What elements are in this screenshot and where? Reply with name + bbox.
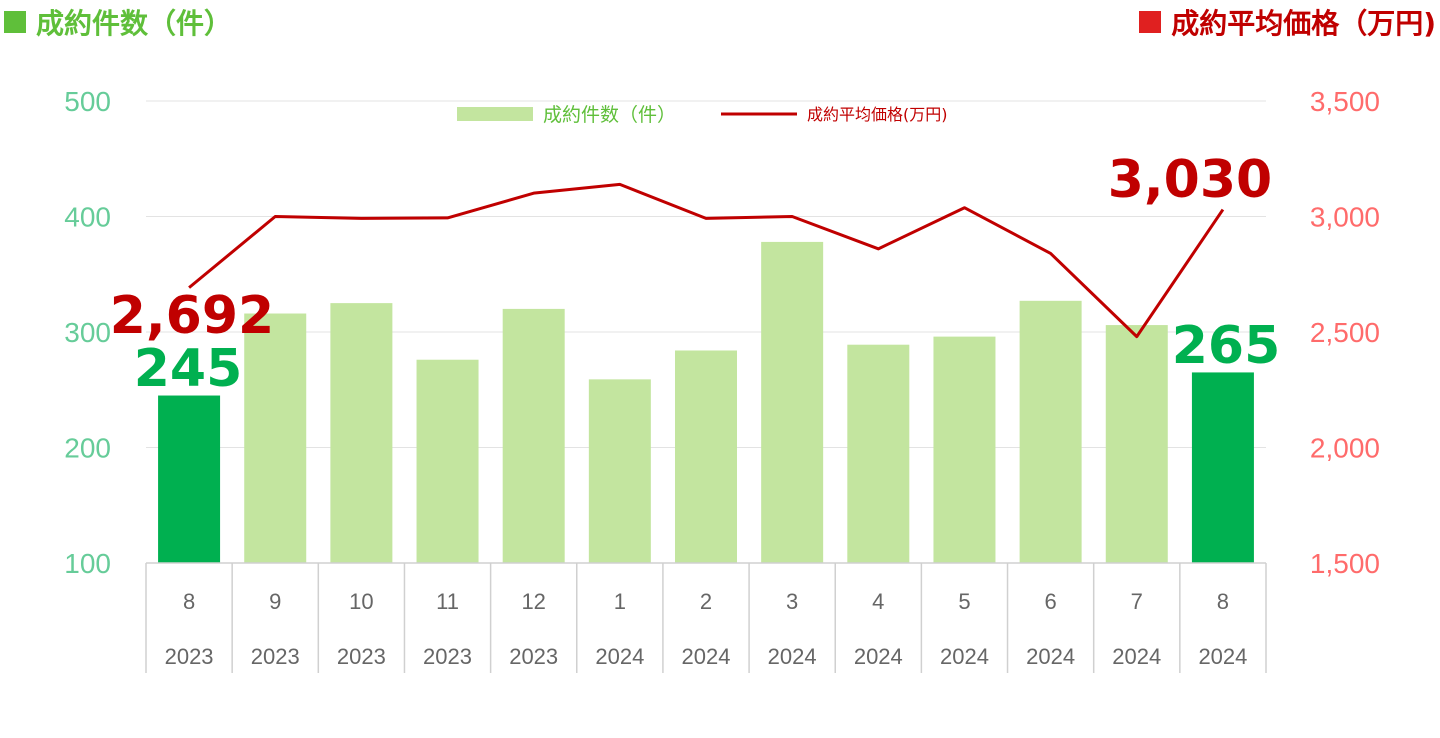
count-bar <box>588 379 651 563</box>
count-bar <box>1019 300 1082 563</box>
x-month-label: 3 <box>786 589 798 614</box>
count-bar <box>1105 325 1168 563</box>
x-month-label: 7 <box>1131 589 1143 614</box>
right-axis-tick: 3,500 <box>1310 86 1380 117</box>
x-month-label: 4 <box>872 589 884 614</box>
count-bar <box>933 336 996 563</box>
count-bar <box>244 313 307 563</box>
x-month-label: 8 <box>1217 589 1229 614</box>
x-year-label: 2024 <box>768 644 817 669</box>
left-axis-tick: 100 <box>64 548 111 579</box>
legend-line-label: 成約平均価格(万円) <box>807 105 948 124</box>
right-axis-tick: 3,000 <box>1310 202 1380 233</box>
x-year-label: 2023 <box>337 644 386 669</box>
x-axis: 8 2023 9 2023 10 2023 11 2023 12 2023 1 2024 2 2024 3 2… <box>145 562 1267 673</box>
price-line <box>188 182 1225 339</box>
count-bar <box>330 303 393 563</box>
x-month-label: 11 <box>436 589 459 614</box>
bars <box>158 241 1254 563</box>
left-axis-title: 成約件数（件） <box>4 2 232 42</box>
count-bar <box>675 350 737 563</box>
x-month-label: 8 <box>183 589 195 614</box>
x-month-label: 10 <box>349 589 373 614</box>
red-square-icon <box>1139 11 1162 33</box>
x-month-label: 9 <box>269 589 281 614</box>
count-bar <box>416 359 479 563</box>
x-year-label: 2024 <box>1026 644 1075 669</box>
left-axis-tick: 400 <box>64 202 111 233</box>
x-year-label: 2024 <box>682 644 731 669</box>
count-bar <box>847 344 910 563</box>
legend: 成約件数（件） 成約平均価格(万円) <box>457 104 948 126</box>
legend-bar-swatch <box>457 107 533 121</box>
right-axis-tick: 2,500 <box>1310 317 1380 348</box>
left-axis: 100 200 300 400 500 <box>64 86 111 579</box>
count-bar <box>1191 372 1254 563</box>
x-year-label: 2024 <box>595 644 644 669</box>
count-bar <box>502 308 565 563</box>
left-axis-tick: 500 <box>64 86 111 117</box>
x-month-label: 2 <box>700 589 712 614</box>
left-axis-tick: 300 <box>64 317 111 348</box>
right-axis-title-text: 成約平均価格（万円) <box>1171 7 1436 40</box>
right-axis-tick: 1,500 <box>1310 548 1380 579</box>
x-year-label: 2024 <box>1112 644 1161 669</box>
count-bar <box>761 241 824 563</box>
green-square-icon <box>4 11 26 33</box>
x-month-label: 6 <box>1044 589 1056 614</box>
right-axis: 1,500 2,000 2,500 3,000 3,500 <box>1310 86 1380 579</box>
x-year-label: 2023 <box>251 644 300 669</box>
x-year-label: 2024 <box>1198 644 1247 669</box>
x-month-label: 1 <box>614 589 626 614</box>
price-line-layer <box>188 182 1225 339</box>
data-labels: 2,692 245 3,030 265 <box>110 150 1281 399</box>
x-year-label: 2023 <box>165 644 214 669</box>
right-axis-tick: 2,000 <box>1310 433 1380 464</box>
right-axis-title: 成約平均価格（万円) <box>1139 2 1436 42</box>
x-month-label: 5 <box>958 589 970 614</box>
x-year-label: 2023 <box>423 644 472 669</box>
price-label-first: 2,692 <box>110 286 274 346</box>
legend-bar-label: 成約件数（件） <box>543 104 676 126</box>
count-label-last: 265 <box>1172 316 1281 376</box>
x-year-label: 2024 <box>854 644 903 669</box>
left-axis-tick: 200 <box>64 433 111 464</box>
count-bar <box>158 395 221 563</box>
left-axis-title-text: 成約件数（件） <box>36 7 233 40</box>
x-year-label: 2024 <box>940 644 989 669</box>
count-label-first: 245 <box>134 339 243 399</box>
x-year-label: 2023 <box>509 644 558 669</box>
price-label-last: 3,030 <box>1108 150 1272 210</box>
x-month-label: 12 <box>521 589 545 614</box>
